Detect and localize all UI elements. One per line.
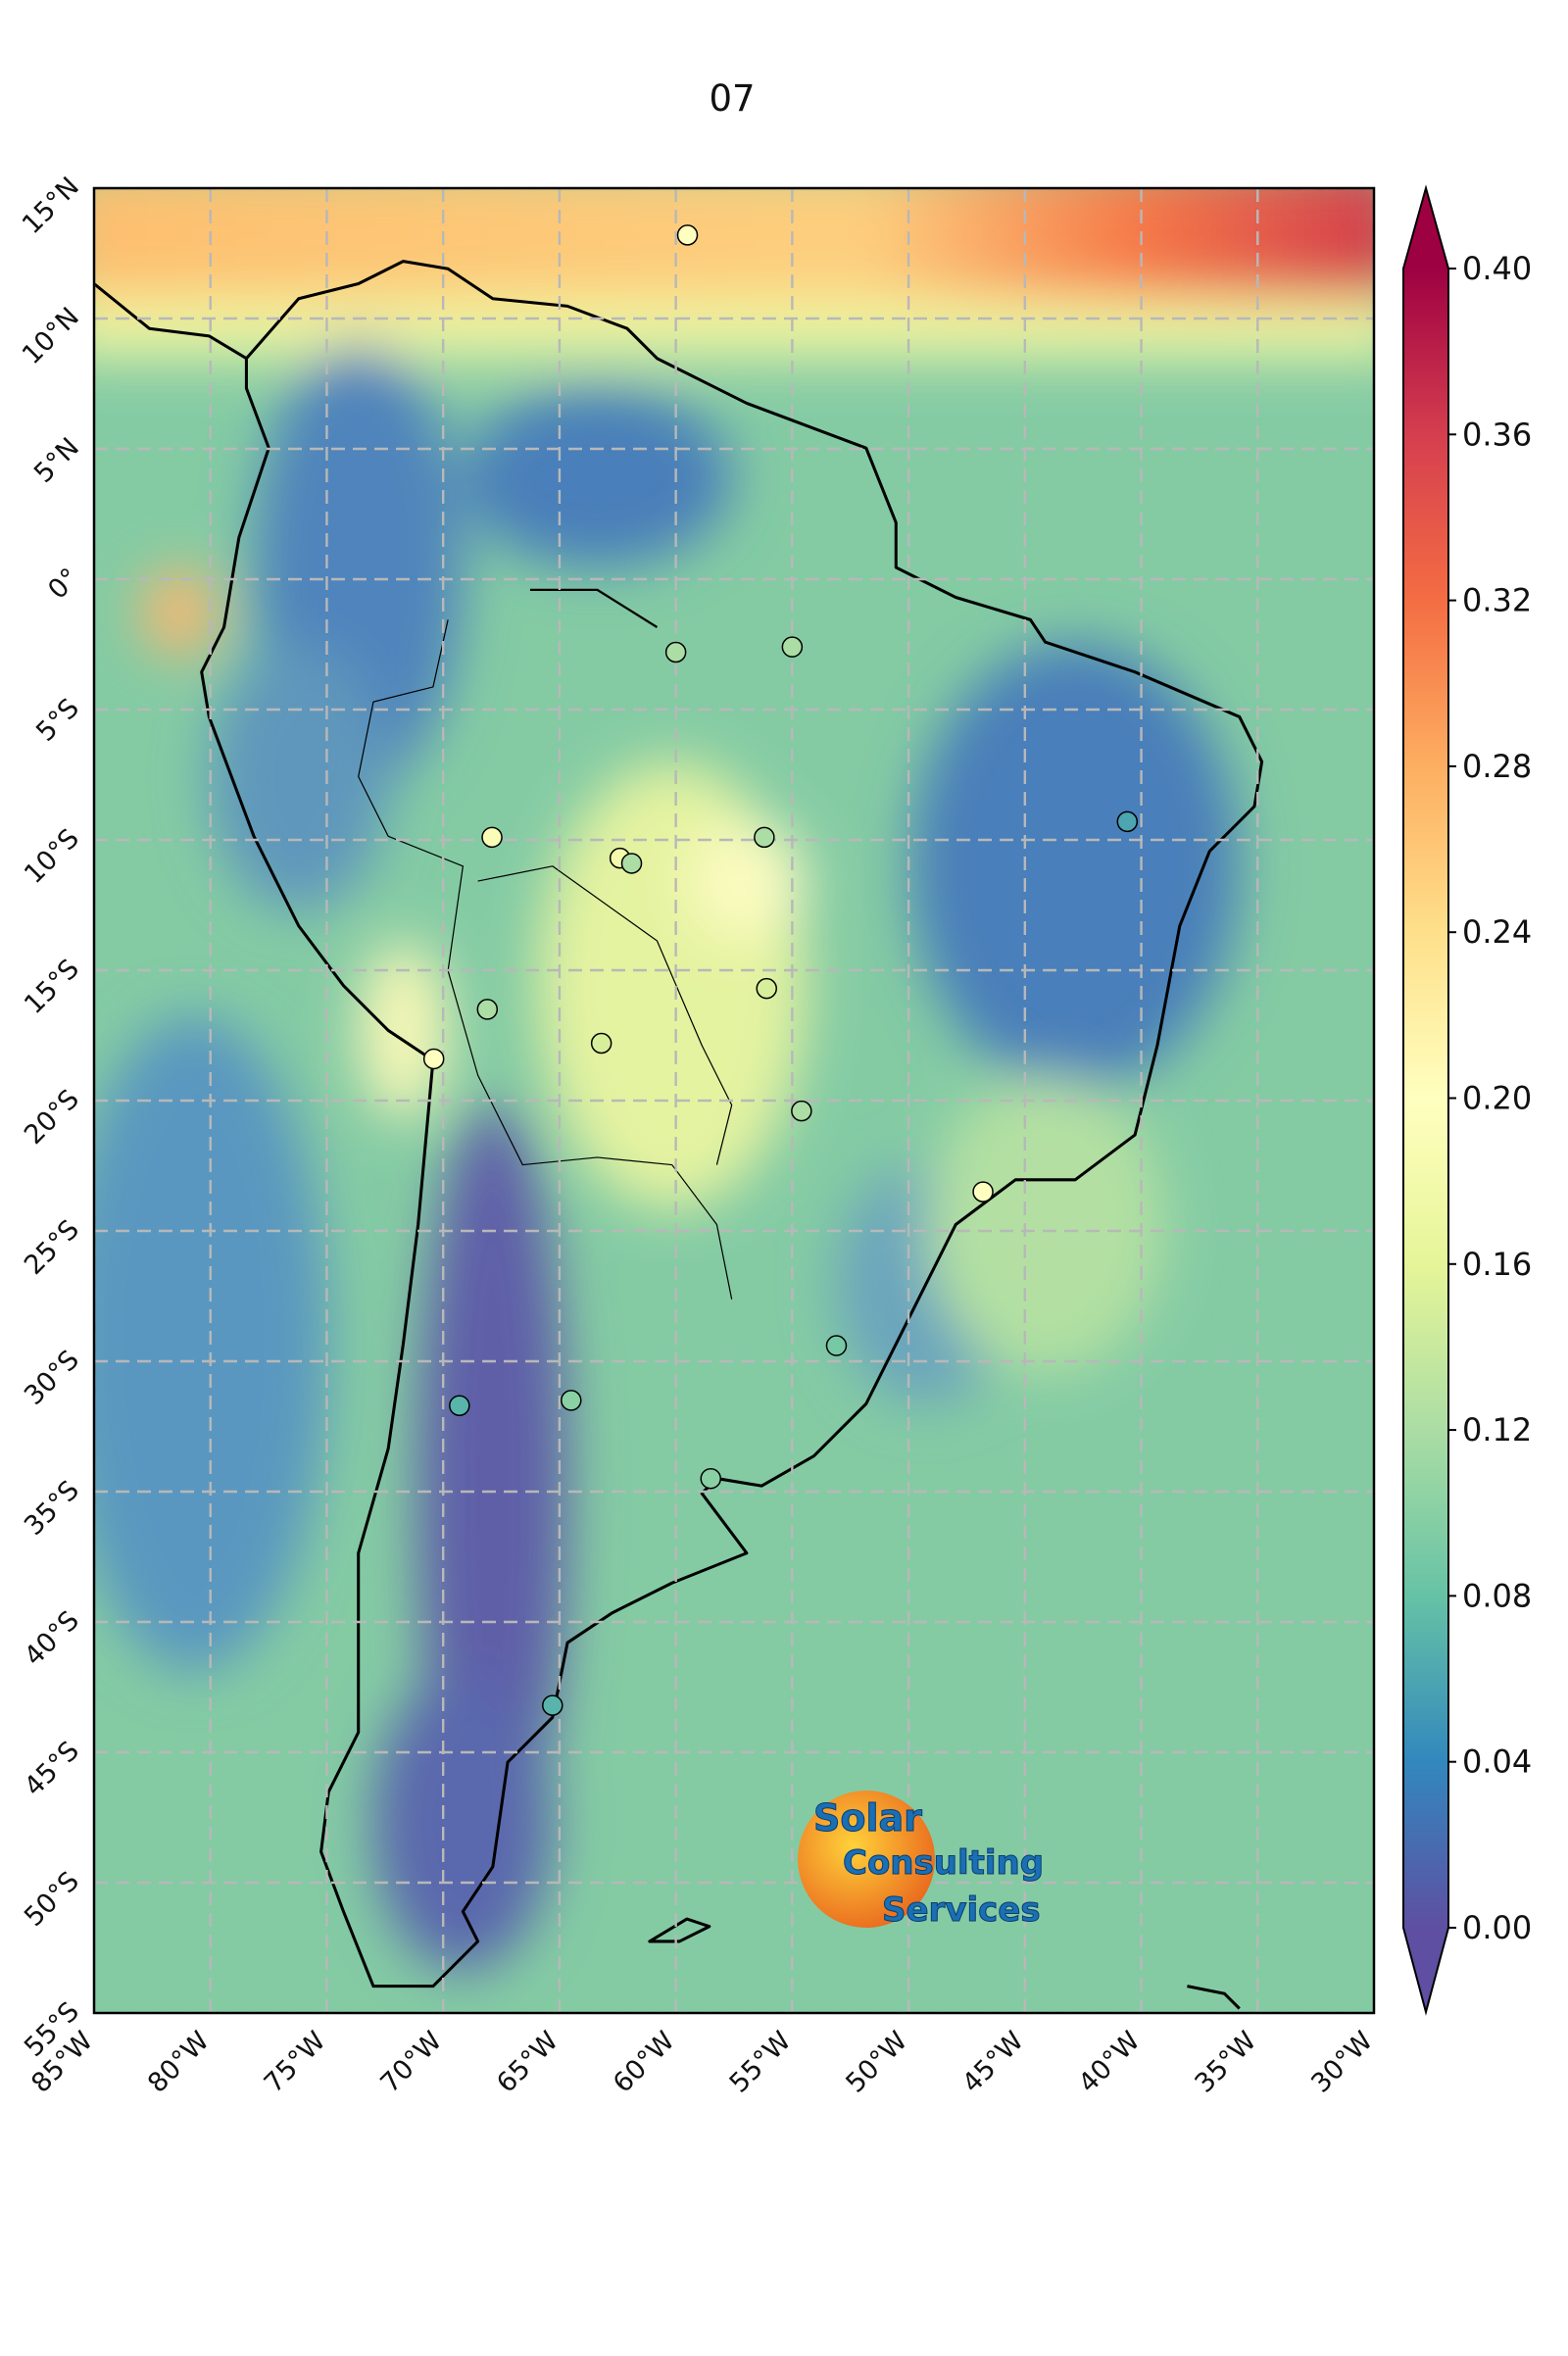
- y-tick-label: 15°S: [19, 954, 85, 1020]
- colorbar-tick-label: 0.00: [1462, 1909, 1532, 1946]
- colorbar-tick-label: 0.36: [1462, 416, 1532, 453]
- station-point: [781, 636, 804, 658]
- station-point: [449, 1395, 470, 1416]
- y-tick-label: 0°: [42, 563, 85, 606]
- station-point: [476, 999, 499, 1020]
- x-tick-label: 50°W: [840, 2026, 913, 2099]
- colorbar: 0.00 0.04 0.08 0.12 0.16 0.20 0.24 0.28 0.32 0.36…: [1402, 184, 1532, 2016]
- station-point: [542, 1694, 564, 1716]
- y-tick-label: 15°N: [17, 172, 85, 240]
- colorbar-tick-label: 0.04: [1462, 1743, 1532, 1781]
- colorbar-extend-min: [1403, 1928, 1448, 2012]
- station-point: [561, 1390, 582, 1411]
- colorbar-tick-label: 0.12: [1462, 1411, 1532, 1448]
- logo-text: Solar: [813, 1796, 922, 1840]
- gridlines: [94, 188, 1374, 2013]
- x-tick-label: 30°W: [1305, 2026, 1379, 2099]
- station-point: [664, 641, 687, 663]
- colorbar-tick-label: 0.40: [1462, 250, 1532, 287]
- x-tick-label: 45°W: [956, 2026, 1030, 2099]
- x-tick-label: 40°W: [1073, 2026, 1147, 2099]
- y-tick-label: 25°S: [19, 1214, 85, 1281]
- station-point: [972, 1181, 994, 1203]
- y-tick-label: 10°N: [17, 302, 85, 370]
- x-tick-label: 65°W: [491, 2026, 564, 2099]
- chart-title: 07: [709, 77, 755, 120]
- y-tick-label: 35°S: [19, 1475, 85, 1542]
- colorbar-tick-label: 0.32: [1462, 582, 1532, 619]
- colorbar-tick-label: 0.28: [1462, 748, 1532, 785]
- x-tick-label: 55°W: [724, 2026, 798, 2099]
- x-tick-label: 80°W: [142, 2026, 216, 2099]
- station-point: [590, 1032, 612, 1055]
- colorbar-tick-label: 0.20: [1462, 1080, 1532, 1117]
- logo-text: Consulting: [843, 1843, 1044, 1883]
- station-point: [422, 1048, 445, 1070]
- x-tick-label: 75°W: [259, 2026, 332, 2099]
- field-blobs: [94, 188, 1374, 1972]
- station-point: [756, 977, 777, 1000]
- y-tick-label: 45°S: [19, 1736, 85, 1802]
- colorbar-extend-max: [1403, 188, 1448, 269]
- station-point: [825, 1335, 848, 1356]
- y-tick-label: 5°S: [30, 693, 85, 748]
- x-tick-label: 70°W: [374, 2026, 448, 2099]
- logo: Solar Consulting Services: [798, 1791, 1045, 1931]
- y-tick-label: 5°N: [28, 432, 85, 489]
- y-tick-label: 40°S: [19, 1605, 85, 1672]
- station-point: [620, 853, 643, 874]
- colorbar-tick-label: 0.16: [1462, 1246, 1532, 1283]
- colorbar-tick-label: 0.24: [1462, 913, 1532, 951]
- colorbar-scale: [1403, 269, 1448, 1928]
- station-point: [791, 1100, 812, 1122]
- x-tick-label: 60°W: [608, 2026, 681, 2099]
- y-tick-label: 50°S: [19, 1866, 85, 1933]
- x-tick-label: 35°W: [1190, 2026, 1263, 2099]
- logo-sun: [798, 1791, 935, 1928]
- y-tick-label: 10°S: [19, 823, 85, 890]
- station-point: [1116, 810, 1139, 833]
- logo-text: Services: [882, 1890, 1041, 1930]
- y-tick-label: 30°S: [19, 1345, 85, 1411]
- y-tick-label: 20°S: [19, 1084, 85, 1151]
- station-point: [754, 826, 775, 849]
- stations: [422, 224, 1139, 1716]
- station-point: [676, 224, 699, 246]
- field: [94, 188, 1374, 2013]
- colorbar-tick-label: 0.08: [1462, 1577, 1532, 1614]
- plot-frame: [92, 186, 1376, 2015]
- station-point: [700, 1467, 722, 1490]
- station-point: [481, 826, 503, 849]
